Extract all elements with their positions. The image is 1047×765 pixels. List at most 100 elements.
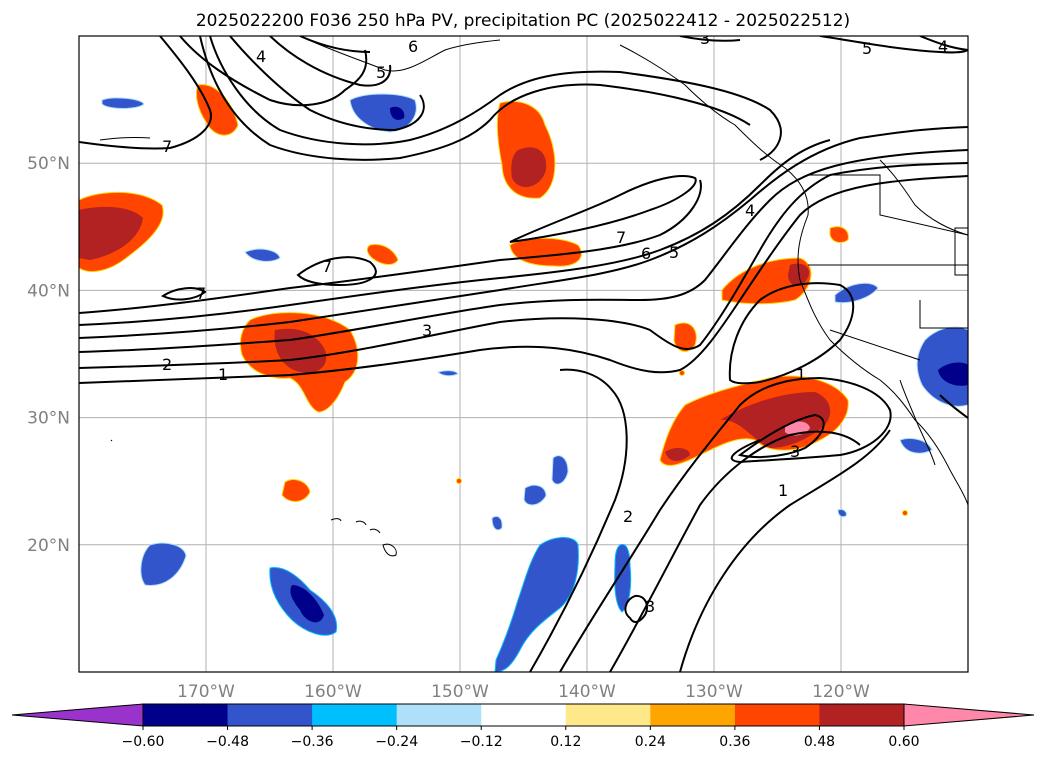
colorbar-bin: [143, 704, 229, 726]
precip-negative-core: [390, 106, 405, 120]
colorbar-tick-label: 0.60: [888, 734, 919, 750]
precip-negative-core: [938, 362, 968, 386]
lon-tick-label: 170°W: [177, 682, 235, 702]
lon-tick-label: 150°W: [431, 682, 489, 702]
contour-line-3: [79, 149, 968, 353]
colorbar-bin: [396, 704, 482, 726]
island: [330, 518, 342, 522]
contour-label: 3: [422, 321, 432, 340]
precip-negative-area: [523, 484, 547, 506]
contour-line-5: [269, 36, 392, 87]
contour-line-1: [79, 175, 968, 384]
contour-label: 4: [745, 201, 755, 220]
contour-label: 7: [162, 137, 172, 156]
colorbar-tick-label: 0.36: [719, 734, 750, 750]
contour-line-4: [79, 126, 968, 339]
precip-dot: [679, 370, 685, 376]
lon-tick-label: 120°W: [812, 682, 870, 702]
lat-tick-label: 30°N: [27, 409, 70, 429]
precip-positive-area: [829, 226, 849, 243]
coastline: [619, 44, 968, 506]
island: [369, 528, 381, 534]
precip-negative-area: [491, 515, 503, 531]
colorbar-extend-low: [11, 703, 144, 727]
contour-line-1: [679, 429, 891, 672]
contour-line-1: [559, 376, 892, 672]
precip-positive-area: [281, 479, 311, 502]
lat-tick-label: 40°N: [27, 281, 70, 301]
precip-dot: [456, 478, 462, 484]
contour-line-7: [296, 256, 377, 287]
precip-negative-area: [837, 509, 847, 518]
precip-negative-area: [614, 543, 632, 613]
precip-dot: [902, 510, 908, 516]
precip-negative-area: [244, 248, 281, 262]
colorbar-extend-high: [903, 703, 1035, 727]
coastline: [899, 379, 936, 466]
lon-tick-label: 140°W: [558, 682, 616, 702]
map-title: 2025022200 F036 250 hPa PV, precipitatio…: [196, 11, 850, 31]
lon-tick-label: 130°W: [685, 682, 743, 702]
colorbar-bin: [650, 704, 736, 726]
colorbar-tick-label: −0.60: [122, 734, 165, 750]
contour-label: 3: [790, 442, 800, 461]
island: [382, 543, 397, 557]
contour-label: 7: [322, 257, 332, 276]
contour-label: 5: [376, 63, 386, 82]
colorbar-tick-label: 0.24: [635, 734, 666, 750]
contour-label: 2: [162, 355, 172, 374]
precip-negative-area: [916, 326, 968, 407]
colorbar-tick-label: −0.12: [460, 734, 503, 750]
contour-line-1: [728, 282, 855, 385]
contour-line-3: [737, 413, 825, 458]
precip-negative-area: [437, 370, 459, 377]
contour-line-5: [819, 36, 968, 54]
colorbar: −0.60 −0.48 −0.36 −0.24 −0.12 0.12 0.24 0.36 0.4…: [11, 703, 1035, 750]
precip-negative-area: [101, 97, 145, 109]
contour-label: 7: [616, 228, 626, 247]
contour-line-1: [199, 36, 751, 161]
lat-tick-label: 50°N: [27, 154, 70, 174]
contour-line-3: [229, 36, 425, 132]
precip-negative-core: [290, 585, 324, 623]
state-border: [879, 159, 968, 236]
colorbar-tick-label: 0.12: [550, 734, 581, 750]
contour-line-6: [299, 36, 371, 53]
colorbar-tick-label: 0.48: [804, 734, 835, 750]
contour-line-7: [509, 174, 697, 243]
contour-label: 3: [700, 29, 710, 48]
map-frame: [78, 35, 969, 673]
colorbar-bin: [312, 704, 398, 726]
contour-label: 2: [623, 507, 633, 526]
precip-positive-core: [665, 448, 690, 461]
state-border: [829, 329, 921, 361]
contour-label: 1: [218, 365, 228, 384]
map-panel: 1 2 3 7 7 7 7 6 5 4 4 5 6 5 4 3 1 3 1 2: [78, 29, 969, 673]
contour-label: 6: [641, 244, 651, 263]
contour-line-2: [939, 394, 968, 419]
contour-labels: 1 2 3 7 7 7 7 6 5 4 4 5 6 5 4 3 1 3 1 2: [162, 29, 948, 616]
coastline: [299, 36, 501, 72]
contour-line-2: [209, 36, 782, 161]
contour-line-2: [529, 368, 628, 672]
contour-line-3: [679, 36, 741, 42]
contour-label: 5: [862, 39, 872, 58]
contour-label: 1: [796, 365, 806, 384]
state-border: [919, 300, 968, 329]
precip-positive-core: [788, 263, 810, 286]
colorbar-bin: [227, 704, 313, 726]
contour-line-5: [79, 139, 831, 326]
island: [110, 439, 113, 442]
precip-negative-area: [899, 437, 933, 454]
contour-line-2: [79, 162, 968, 369]
contour-label: 5: [669, 243, 679, 262]
colorbar-tick-label: −0.48: [206, 734, 249, 750]
precip-positive-core: [79, 206, 143, 260]
colorbar-tick-label: −0.36: [291, 734, 334, 750]
coastline: [99, 137, 151, 141]
colorbar-bin: [734, 704, 820, 726]
contour-line-7: [161, 287, 207, 301]
precip-negative-area: [349, 93, 417, 133]
precip-positive-area: [366, 243, 399, 265]
